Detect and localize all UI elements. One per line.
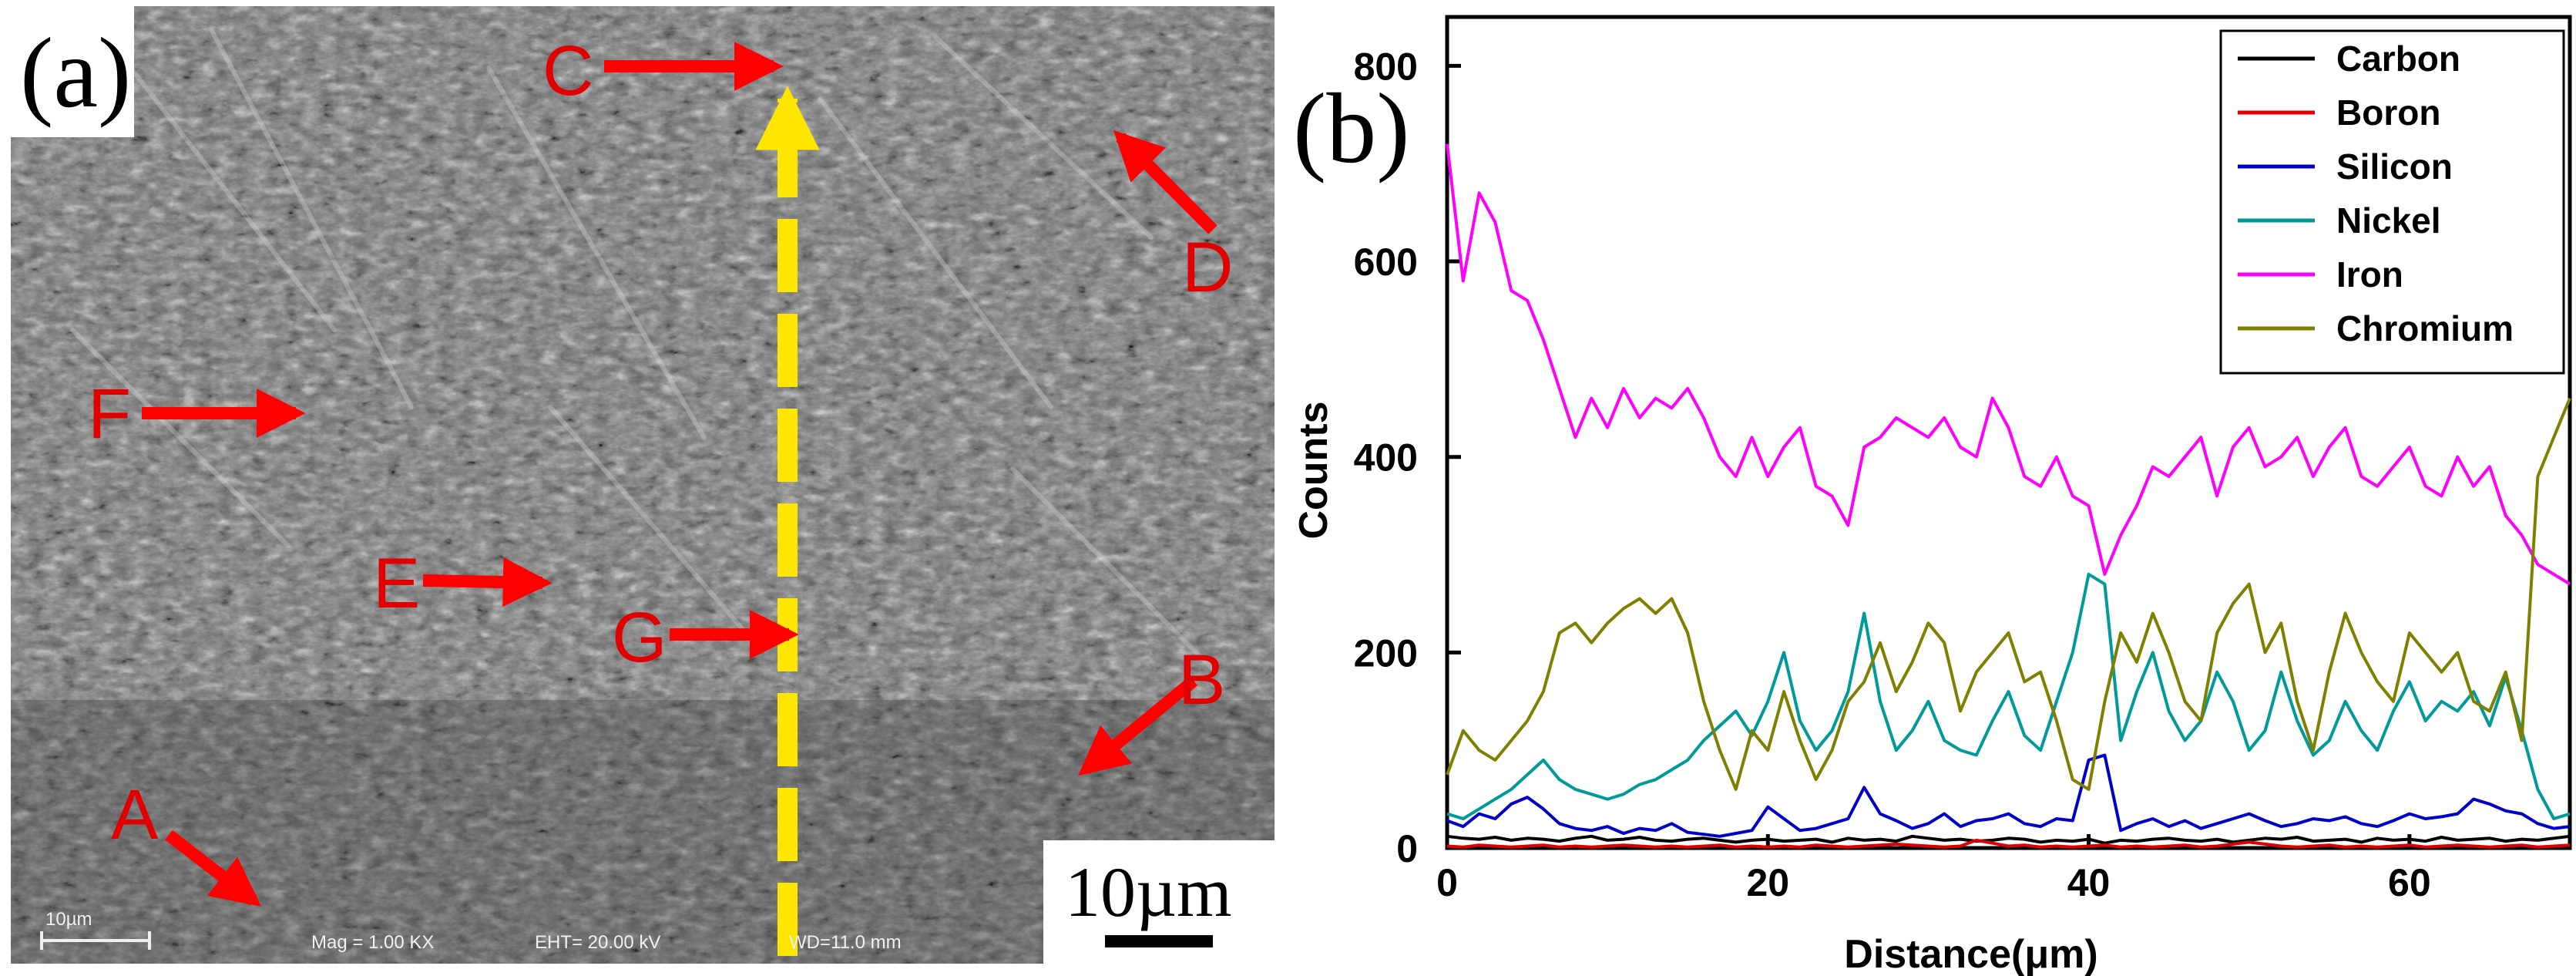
y-axis-label: Counts bbox=[1291, 401, 1336, 539]
scale-bar-label: 10µm bbox=[1065, 853, 1232, 931]
sem-micrograph-panel: (a) C D F E G B A 10µm bbox=[11, 6, 1275, 964]
sem-mag-text: Mag = 1.00 KX bbox=[311, 932, 434, 953]
marker-label-F: F bbox=[88, 375, 131, 453]
marker-label-G: G bbox=[612, 598, 667, 677]
marker-label-C: C bbox=[542, 32, 593, 110]
arrow-E bbox=[422, 557, 552, 607]
legend-label-iron: Iron bbox=[2336, 254, 2403, 294]
marker-label-E: E bbox=[373, 544, 420, 623]
marker-label-B: B bbox=[1178, 641, 1225, 719]
panel-b-label: (b) bbox=[1293, 73, 1410, 184]
series-line-chromium bbox=[1446, 397, 2571, 791]
y-tick-label: 200 bbox=[1354, 631, 1418, 675]
sem-info-bar: 10µm Mag = 1.00 KX EHT= 20.00 kV WD=11.0… bbox=[40, 909, 902, 953]
sem-wd-text: WD=11.0 mm bbox=[789, 932, 902, 953]
series-lines bbox=[1446, 143, 2571, 849]
legend-box bbox=[2219, 29, 2565, 375]
legend-label-nickel: Nickel bbox=[2336, 200, 2441, 241]
x-tick-label: 40 bbox=[2067, 861, 2111, 904]
legend: Carbon Boron Silicon Nickel Iron Chromium bbox=[2219, 29, 2565, 375]
y-tick-label: 400 bbox=[1354, 436, 1418, 480]
plot-frame bbox=[1445, 15, 2572, 850]
needle-structures bbox=[70, 27, 1215, 671]
line-profile-chart: (b) Counts Distance(μm) 0 20 40 60020040060… bbox=[1291, 15, 2572, 976]
scale-bar: 10µm bbox=[1043, 840, 1275, 964]
legend-label-silicon: Silicon bbox=[2336, 146, 2453, 187]
legend-label-chromium: Chromium bbox=[2336, 308, 2514, 348]
arrow-A bbox=[165, 830, 262, 907]
marker-arrows bbox=[142, 42, 1217, 907]
series-line-nickel bbox=[1446, 572, 2571, 820]
arrow-D bbox=[1113, 130, 1217, 234]
sem-eht-text: EHT= 20.00 kV bbox=[535, 932, 660, 953]
x-axis-label: Distance(μm) bbox=[1844, 932, 2097, 976]
y-tick-label: 0 bbox=[1396, 827, 1418, 870]
x-tick-label: 20 bbox=[1746, 861, 1789, 904]
y-tick-label: 800 bbox=[1354, 45, 1418, 88]
legend-label-carbon: Carbon bbox=[2336, 39, 2460, 79]
x-tick-label: 60 bbox=[2388, 861, 2431, 904]
legend-label-boron: Boron bbox=[2336, 93, 2440, 133]
sem-scale-text: 10µm bbox=[45, 909, 92, 930]
series-line-boron bbox=[1446, 838, 2571, 849]
marker-label-D: D bbox=[1182, 228, 1233, 307]
y-tick-label: 600 bbox=[1354, 241, 1418, 284]
marker-label-A: A bbox=[111, 776, 159, 854]
micrograph-fine-texture bbox=[11, 6, 1275, 964]
series-line-iron bbox=[1446, 143, 2571, 586]
panel-a-label: (a) bbox=[20, 18, 131, 129]
arrow-B bbox=[1078, 675, 1198, 776]
x-tick-label: 0 bbox=[1436, 861, 1458, 904]
series-line-silicon bbox=[1446, 753, 2571, 838]
series-line-carbon bbox=[1446, 834, 2571, 845]
